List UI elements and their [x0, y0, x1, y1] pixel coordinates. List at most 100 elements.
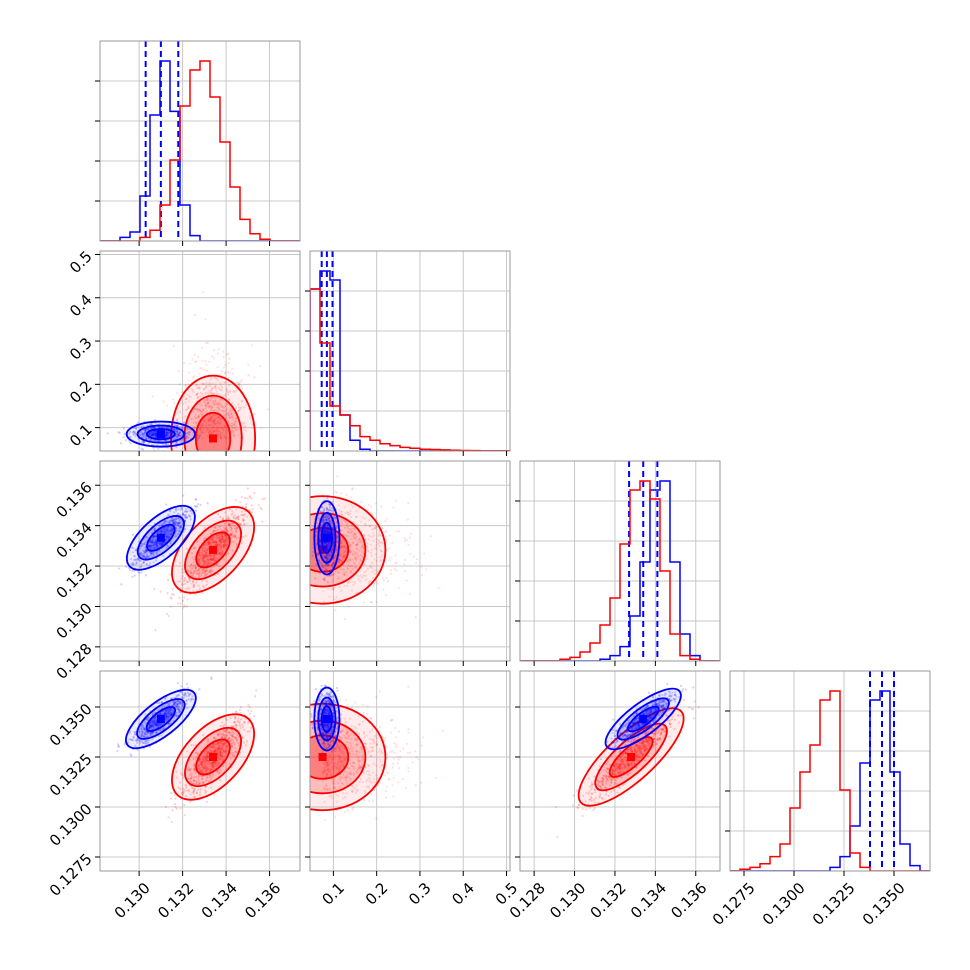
sample-point [203, 563, 206, 566]
sample-point [219, 552, 222, 555]
sample-point [381, 527, 384, 530]
sample-point [168, 431, 172, 434]
sample-point [354, 552, 357, 555]
sample-point [204, 569, 207, 572]
sample-point [168, 535, 171, 539]
sample-point [355, 515, 358, 518]
sample-point [141, 448, 145, 451]
sample-point [192, 561, 196, 564]
sample-point [184, 432, 187, 435]
sample-point [381, 541, 384, 545]
sample-point [206, 502, 209, 505]
sample-point [325, 568, 329, 571]
sample-point [202, 568, 205, 572]
sample-point [186, 598, 189, 601]
sample-point [211, 569, 214, 573]
sample-point [128, 568, 131, 571]
sample-point [179, 524, 183, 527]
sample-point [184, 513, 187, 517]
sample-point [140, 544, 144, 548]
sample-point [346, 513, 349, 516]
sample-point [213, 793, 216, 796]
sample-point [362, 574, 366, 577]
sample-point [154, 540, 157, 543]
sample-point [198, 573, 201, 576]
sample-point [351, 487, 354, 490]
sample-point [192, 585, 195, 588]
sample-point [214, 526, 217, 529]
sample-point [223, 540, 227, 543]
sample-point [207, 561, 210, 564]
sample-point [227, 523, 230, 526]
sample-point [210, 389, 213, 392]
sample-point [151, 541, 154, 544]
sample-point [223, 413, 226, 417]
sample-point [132, 430, 135, 434]
sample-point [394, 499, 397, 502]
sample-point [342, 545, 345, 549]
sample-point [237, 427, 240, 431]
sample-point [223, 424, 226, 427]
sample-point [164, 433, 168, 437]
sample-point [213, 419, 216, 423]
sample-point [165, 431, 169, 434]
sample-point [207, 546, 210, 549]
sample-point [359, 559, 363, 562]
sample-point [221, 534, 224, 538]
density-peak [156, 430, 165, 439]
sample-point [210, 405, 213, 408]
sample-point [344, 520, 348, 524]
sample-point [183, 438, 186, 441]
sample-point [200, 572, 204, 575]
sample-point [164, 533, 168, 536]
sample-point [200, 424, 203, 427]
sample-point [225, 417, 229, 420]
sample-point [387, 547, 390, 550]
sample-point [131, 563, 134, 566]
sample-point [184, 516, 188, 519]
sample-point [347, 564, 350, 567]
sample-point [212, 558, 216, 561]
sample-point [241, 513, 244, 516]
sample-point [165, 433, 168, 436]
sample-point [155, 541, 158, 544]
sample-point [160, 530, 163, 533]
sample-point [180, 434, 183, 437]
sample-point [350, 530, 353, 534]
sample-point [343, 545, 346, 549]
sample-point [166, 431, 169, 434]
sample-point [156, 532, 159, 535]
sample-point [224, 363, 227, 367]
sample-point [211, 396, 214, 399]
sample-point [148, 432, 151, 435]
sample-point [204, 553, 207, 556]
sample-point [201, 591, 204, 595]
sample-point [227, 517, 230, 520]
sample-point [205, 559, 208, 563]
sample-point [146, 427, 150, 430]
sample-point [150, 541, 154, 544]
sample-point [150, 552, 153, 556]
sample-point [134, 549, 138, 552]
sample-point [343, 573, 347, 576]
sample-point [230, 427, 233, 430]
sample-point [143, 432, 146, 435]
sample-point [327, 529, 330, 532]
sample-point [219, 528, 222, 531]
sample-point [199, 410, 203, 413]
sample-point [184, 435, 188, 438]
sample-point [354, 556, 357, 559]
sample-point [198, 559, 201, 562]
sample-point [407, 543, 410, 547]
sample-point [203, 554, 206, 557]
sample-point [142, 434, 145, 437]
sample-point [349, 558, 352, 561]
sample-point [204, 420, 207, 423]
sample-point [392, 506, 395, 509]
sample-point [230, 533, 233, 536]
sample-point [327, 574, 330, 578]
sample-point [162, 541, 165, 544]
sample-point [199, 412, 202, 416]
sample-point [200, 570, 204, 573]
sample-point [195, 570, 198, 573]
